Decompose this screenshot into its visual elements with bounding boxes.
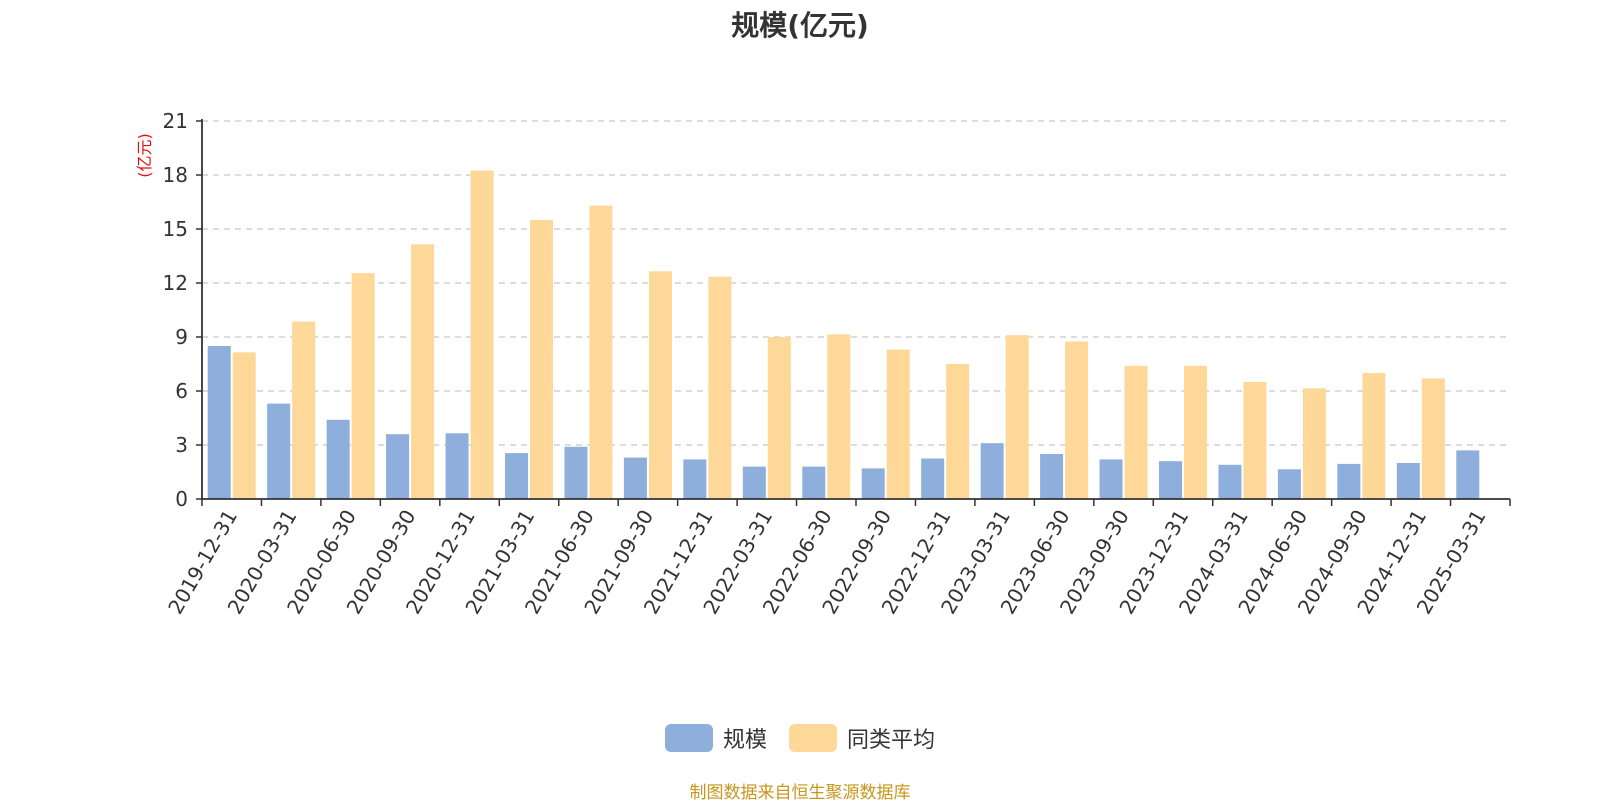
y-tick-label: 12: [163, 271, 188, 295]
y-tick-label: 21: [163, 109, 188, 133]
bar-peer-average[interactable]: [827, 334, 851, 499]
bar-scale[interactable]: [564, 446, 588, 499]
bar-scale[interactable]: [1456, 450, 1480, 499]
bar-scale[interactable]: [1337, 463, 1361, 499]
bar-peer-average[interactable]: [589, 205, 613, 499]
bar-peer-average[interactable]: [946, 364, 970, 499]
bar-scale[interactable]: [267, 403, 291, 499]
bar-peer-average[interactable]: [292, 321, 316, 499]
bar-scale[interactable]: [1099, 459, 1123, 499]
bar-scale[interactable]: [742, 466, 766, 499]
bar-peer-average[interactable]: [767, 337, 791, 499]
bar-scale[interactable]: [326, 419, 350, 499]
legend-label-scale: 规模: [722, 728, 767, 753]
bar-scale[interactable]: [386, 434, 410, 499]
bar-peer-average[interactable]: [1421, 378, 1445, 499]
y-tick-label: 9: [175, 325, 188, 349]
bar-peer-average[interactable]: [1302, 388, 1326, 499]
y-tick-label: 15: [163, 217, 188, 241]
y-tick-label: 0: [175, 487, 188, 511]
bar-scale[interactable]: [683, 459, 707, 499]
bar-peer-average[interactable]: [1065, 341, 1089, 500]
bar-peer-average[interactable]: [530, 220, 553, 499]
source-note: 制图数据来自恒生聚源数据库: [689, 783, 911, 803]
bars: [207, 170, 1480, 500]
legend-swatch-peer-average: [789, 724, 837, 752]
grid-lines: [202, 120, 1510, 446]
bar-peer-average[interactable]: [1005, 335, 1029, 499]
bar-peer-average[interactable]: [648, 271, 672, 499]
legend-item-scale[interactable]: 规模: [664, 722, 767, 754]
legend-label-peer-average: 同类平均: [847, 728, 936, 753]
bar-scale[interactable]: [623, 457, 647, 499]
bar-scale[interactable]: [921, 458, 945, 500]
bar-scale[interactable]: [1396, 463, 1420, 499]
bar-peer-average[interactable]: [886, 349, 910, 499]
axis-labels: 036912151821(亿元)2019-12-312020-03-312020…: [135, 109, 1491, 618]
bar-scale[interactable]: [505, 453, 528, 499]
bar-peer-average[interactable]: [470, 170, 494, 500]
legend-item-peer-average[interactable]: 同类平均: [789, 722, 935, 754]
bar-scale[interactable]: [1040, 454, 1064, 499]
axes: [196, 119, 1511, 506]
bar-scale[interactable]: [1159, 461, 1182, 499]
bar-scale[interactable]: [980, 443, 1004, 499]
y-axis-title: (亿元): [135, 133, 154, 178]
bar-peer-average[interactable]: [1243, 382, 1267, 499]
bar-peer-average[interactable]: [411, 244, 435, 499]
bar-peer-average[interactable]: [1184, 365, 1207, 499]
bar-scale[interactable]: [802, 466, 826, 499]
bar-peer-average[interactable]: [1362, 373, 1386, 499]
legend-swatch-scale: [664, 724, 713, 752]
y-tick-label: 6: [175, 379, 188, 403]
chart-title: 规模(亿元): [731, 9, 869, 42]
bar-scale[interactable]: [1218, 464, 1242, 499]
bar-scale[interactable]: [207, 346, 231, 499]
bar-peer-average[interactable]: [351, 273, 375, 499]
legend: 规模 同类平均: [0, 722, 1600, 754]
bar-peer-average[interactable]: [1124, 365, 1148, 499]
y-tick-label: 3: [175, 433, 188, 457]
bar-scale[interactable]: [861, 468, 885, 499]
bar-scale[interactable]: [445, 433, 469, 499]
bar-peer-average[interactable]: [708, 276, 732, 499]
bar-scale[interactable]: [1277, 469, 1301, 499]
bar-peer-average[interactable]: [232, 352, 256, 499]
y-tick-label: 18: [163, 163, 188, 187]
